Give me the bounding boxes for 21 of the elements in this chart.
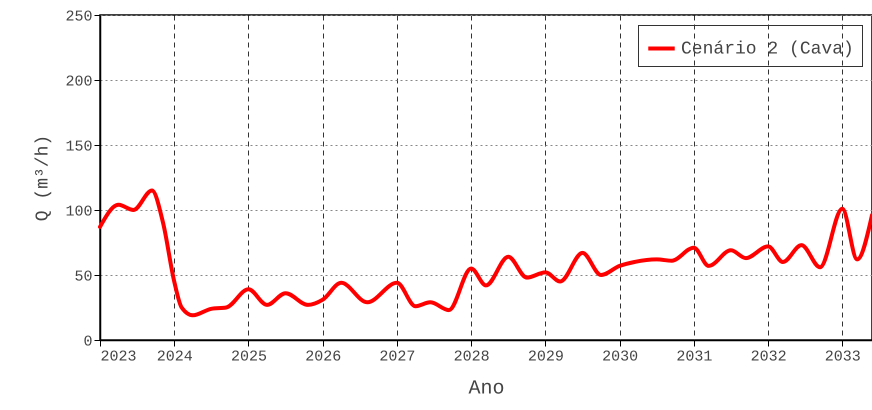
x-tick-label: 2031 xyxy=(676,348,712,366)
x-tick-label: 2027 xyxy=(379,348,416,366)
x-tick-label: 2023 xyxy=(100,348,137,366)
y-tick-label: 0 xyxy=(83,334,92,350)
line-series xyxy=(98,188,872,318)
x-tick-label: 2032 xyxy=(750,348,787,366)
y-tick-label: 150 xyxy=(65,138,92,156)
y-tick-label: 250 xyxy=(65,8,92,26)
y-tick-label: 200 xyxy=(65,74,92,90)
x-tick-label: 2028 xyxy=(454,348,490,366)
legend-label: Cenário 2 (Cava) xyxy=(681,40,854,60)
y-tick-label: 100 xyxy=(65,204,92,220)
y-tick-label: 50 xyxy=(74,268,92,286)
y-axis-title: Q (m³/h) xyxy=(33,134,54,222)
x-tick-label: 2025 xyxy=(230,348,267,366)
x-tick-label: 2030 xyxy=(602,348,638,366)
x-axis-title: Ano xyxy=(468,378,505,400)
x-tick-label: 2029 xyxy=(528,348,564,366)
x-tick-label: 2024 xyxy=(156,348,193,366)
x-tick-label: 2026 xyxy=(305,348,342,366)
x-tick-label: 2033 xyxy=(824,348,861,366)
